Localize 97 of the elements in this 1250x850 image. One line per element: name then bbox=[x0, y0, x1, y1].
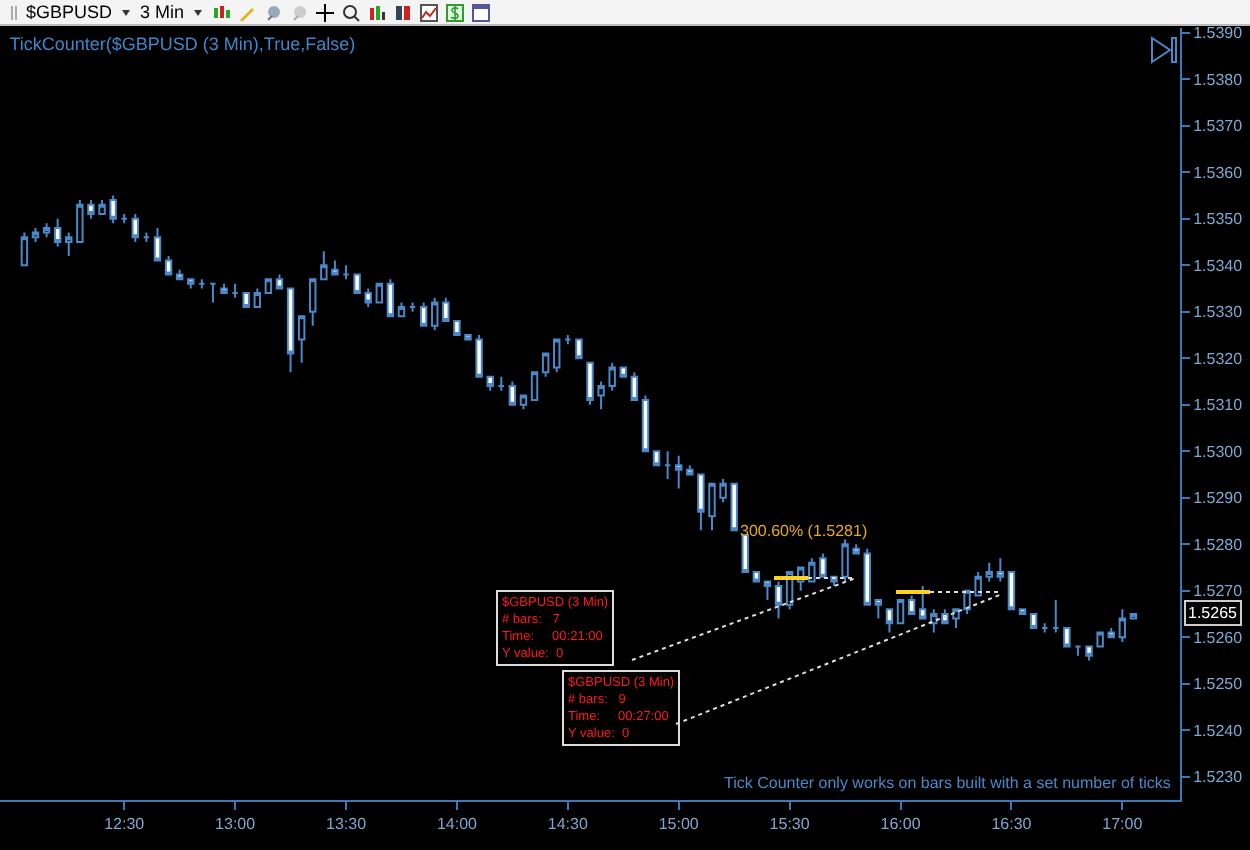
candlestick bbox=[553, 338, 561, 374]
chart-title: TickCounter($GBPUSD (3 Min),True,False) bbox=[9, 34, 356, 55]
candlestick bbox=[630, 371, 639, 402]
y-tick-label: 1.5240 bbox=[1193, 721, 1244, 740]
x-tick-label: 14:00 bbox=[436, 815, 479, 834]
candlestick bbox=[164, 254, 173, 276]
candlestick bbox=[42, 222, 51, 239]
candlestick bbox=[1007, 571, 1016, 611]
candlestick bbox=[309, 278, 317, 327]
candlestick bbox=[386, 278, 395, 318]
candlestick bbox=[1129, 612, 1138, 620]
candlestick bbox=[541, 352, 550, 378]
candlestick bbox=[1118, 608, 1127, 643]
candlestick bbox=[1040, 622, 1049, 634]
candlestick bbox=[397, 301, 406, 318]
candlestick bbox=[253, 287, 262, 309]
text: 3 Min bbox=[140, 2, 185, 22]
candlestick bbox=[220, 282, 228, 295]
y-tick-label: 1.5230 bbox=[1193, 768, 1244, 787]
y-tick-label: 1.5250 bbox=[1193, 675, 1244, 694]
x-tick-label: 13:00 bbox=[215, 815, 257, 834]
x-tick-label: 16:00 bbox=[880, 815, 922, 834]
candlestick bbox=[408, 301, 417, 313]
candlestick bbox=[153, 226, 162, 262]
candlestick bbox=[863, 547, 871, 606]
y-tick-label: 1.5290 bbox=[1193, 489, 1244, 508]
candlestick bbox=[120, 213, 128, 225]
candlestick bbox=[1074, 645, 1082, 657]
candlestick bbox=[619, 366, 627, 378]
candlestick bbox=[885, 608, 894, 634]
candlestick bbox=[663, 450, 672, 481]
candlestick bbox=[131, 213, 140, 243]
candlestick bbox=[342, 264, 350, 281]
candlestick bbox=[519, 394, 528, 411]
y-tick-label: 1.5340 bbox=[1193, 256, 1244, 275]
candlestick bbox=[375, 282, 383, 304]
annotation: 300.60% (1.5281) bbox=[740, 522, 868, 540]
x-tick-label: 15:00 bbox=[658, 815, 700, 834]
x-tick-label: 17:00 bbox=[1102, 815, 1144, 834]
candlestick bbox=[175, 268, 184, 281]
y-tick-label: 1.5270 bbox=[1193, 582, 1244, 601]
candlestick bbox=[564, 333, 572, 346]
candlestick bbox=[874, 599, 883, 620]
candlestick bbox=[53, 217, 62, 248]
candlestick bbox=[575, 338, 583, 360]
y-tick-label: 1.5330 bbox=[1193, 303, 1244, 322]
candlestick bbox=[419, 301, 428, 327]
y-tick-label: 1.5280 bbox=[1193, 535, 1244, 554]
text: 1.5265 bbox=[1188, 604, 1239, 622]
candlestick bbox=[896, 599, 905, 625]
candlestick bbox=[65, 231, 73, 257]
candlestick bbox=[142, 231, 151, 243]
candlestick bbox=[918, 585, 927, 620]
candlestick bbox=[652, 450, 661, 467]
x-tick-label: 12:30 bbox=[104, 815, 146, 834]
candlestick bbox=[286, 287, 295, 374]
candlestick bbox=[187, 278, 195, 290]
y-tick-label: 1.5310 bbox=[1193, 396, 1244, 415]
chart-subtitle: $GBPUSD bbox=[26, 2, 113, 22]
x-tick-label: 15:30 bbox=[769, 815, 811, 834]
annotation: Tick Counter only works on bars built with a set number of ticks bbox=[724, 774, 1171, 792]
y-tick-label: 1.5360 bbox=[1193, 163, 1244, 182]
candlestick bbox=[264, 278, 273, 295]
candlestick bbox=[20, 231, 29, 267]
candlestick bbox=[497, 375, 505, 392]
candlestick bbox=[431, 296, 439, 332]
candlestick bbox=[209, 282, 217, 304]
x-tick-label: 16:30 bbox=[991, 815, 1033, 834]
candlestick bbox=[763, 580, 772, 602]
candlestick bbox=[508, 380, 517, 406]
y-tick-label: 1.5300 bbox=[1193, 442, 1244, 461]
candlestick bbox=[231, 282, 239, 299]
x-tick-label: 14:30 bbox=[547, 815, 589, 834]
candlestick bbox=[1052, 599, 1060, 634]
candlestick bbox=[985, 561, 993, 583]
candlestick bbox=[530, 371, 539, 402]
y-tick-label: 1.5320 bbox=[1193, 349, 1244, 368]
candlestick bbox=[752, 571, 761, 583]
y-tick-label: 1.5350 bbox=[1193, 210, 1244, 229]
candlestick bbox=[641, 394, 650, 453]
candlestick bbox=[996, 557, 1005, 583]
candlestick bbox=[1018, 608, 1027, 615]
x-tick-label: 13:30 bbox=[325, 815, 368, 834]
y-tick-label: 1.5380 bbox=[1193, 70, 1244, 89]
candlestick bbox=[774, 580, 783, 620]
candlestick bbox=[275, 273, 284, 290]
candlestick bbox=[31, 226, 40, 243]
candlestick bbox=[242, 292, 250, 309]
candlestick bbox=[297, 315, 306, 364]
candlestick bbox=[198, 278, 206, 290]
candlestick bbox=[1063, 626, 1071, 648]
y-tick-label: 1.5260 bbox=[1193, 628, 1244, 647]
candlestick bbox=[1029, 612, 1038, 629]
candlestick bbox=[675, 454, 683, 490]
y-tick-label: 1.5370 bbox=[1193, 117, 1244, 136]
y-tick-label: 1.5390 bbox=[1193, 24, 1244, 43]
candlestick bbox=[907, 594, 916, 615]
